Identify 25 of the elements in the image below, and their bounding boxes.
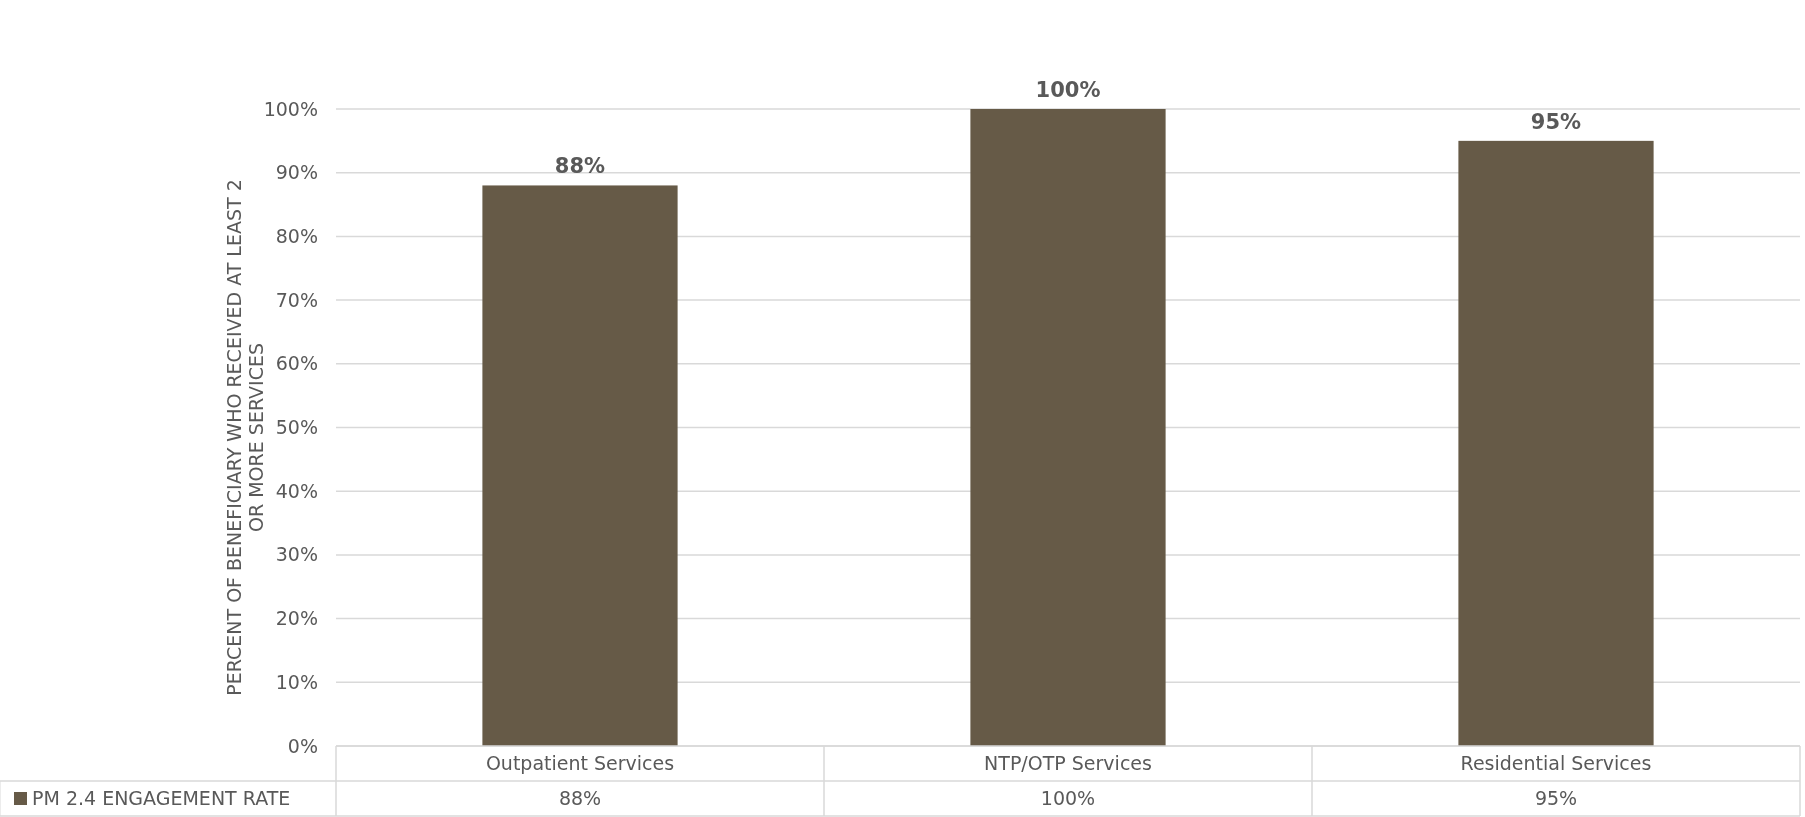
y-tick-label: 70% — [275, 288, 318, 311]
y-tick-label: 90% — [275, 161, 318, 184]
y-tick-label: 20% — [275, 607, 318, 630]
x-tick-label: NTP/OTP Services — [984, 752, 1152, 774]
data-label: 88% — [558, 787, 602, 809]
data-label: 100% — [1040, 787, 1096, 809]
y-tick-label: 0% — [287, 734, 318, 757]
y-tick-label: 50% — [275, 416, 318, 439]
y-axis-title: PERCENT OF BENEFICIARY WHO RECEIVED AT LEAST 2 OR MORE SERVICES — [222, 179, 268, 696]
y-tick-label: 60% — [275, 352, 318, 375]
y-tick-label: 100% — [263, 97, 318, 120]
y-tick-label: 10% — [275, 670, 318, 693]
bar — [482, 185, 678, 746]
text: 95% — [1530, 109, 1582, 134]
text: 88% — [554, 154, 606, 179]
x-tick-label: Residential Services — [1460, 752, 1652, 774]
y-tick-label: 80% — [275, 224, 318, 247]
x-tick-label: Outpatient Services — [485, 752, 675, 774]
y-tick-label: 30% — [275, 543, 318, 566]
y-tick-label: 40% — [275, 479, 318, 502]
legend-label: PM 2.4 ENGAGEMENT RATE — [32, 787, 291, 809]
bar — [970, 109, 1166, 746]
text: 100% — [1035, 78, 1101, 102]
data-label: 95% — [1534, 787, 1578, 809]
bar — [1458, 140, 1654, 746]
